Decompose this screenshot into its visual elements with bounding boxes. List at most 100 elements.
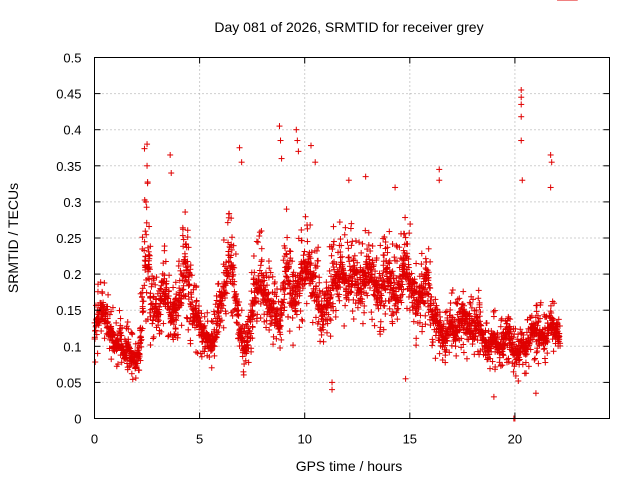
data-point	[173, 291, 180, 298]
data-point	[265, 258, 272, 265]
data-point	[193, 349, 200, 356]
data-point	[152, 281, 159, 288]
data-point	[324, 329, 331, 336]
data-point	[182, 209, 189, 216]
data-point	[110, 329, 117, 336]
data-point	[347, 225, 354, 232]
data-point	[185, 326, 192, 333]
data-point	[342, 224, 349, 231]
data-point	[108, 356, 115, 363]
data-point	[296, 324, 303, 331]
data-point	[150, 277, 157, 284]
data-point	[128, 370, 135, 377]
data-point	[293, 126, 300, 133]
data-point	[342, 302, 349, 309]
y-tick-label: 0.45	[56, 87, 81, 102]
data-point	[460, 349, 467, 356]
data-point	[101, 279, 108, 286]
data-point	[150, 335, 157, 342]
data-point	[447, 300, 454, 307]
data-point	[98, 328, 105, 335]
data-point	[258, 245, 265, 252]
data-point	[104, 306, 111, 313]
data-point	[224, 219, 231, 226]
data-point	[181, 250, 188, 257]
data-point	[386, 305, 393, 312]
data-point	[140, 298, 147, 305]
data-point	[146, 252, 153, 259]
data-point	[277, 344, 284, 351]
data-point	[534, 348, 541, 355]
data-point	[236, 144, 243, 151]
data-point	[238, 159, 245, 166]
data-point	[129, 330, 136, 337]
data-point	[436, 177, 443, 184]
data-point	[449, 286, 456, 293]
data-point	[114, 361, 121, 368]
data-point	[496, 359, 503, 366]
data-point	[175, 258, 182, 265]
data-point	[388, 312, 395, 319]
data-point	[170, 284, 177, 291]
data-point	[94, 350, 101, 357]
data-point	[532, 355, 539, 362]
data-point	[309, 319, 316, 326]
data-point	[377, 331, 384, 338]
data-point	[323, 279, 330, 286]
data-point	[255, 239, 262, 246]
data-point	[155, 317, 162, 324]
data-point	[490, 393, 497, 400]
data-point	[118, 359, 125, 366]
data-point	[92, 359, 99, 366]
data-point	[126, 363, 133, 370]
data-point	[377, 242, 384, 249]
data-point	[329, 379, 336, 386]
data-point	[332, 313, 339, 320]
data-point	[453, 352, 460, 359]
data-point	[278, 336, 285, 343]
data-point	[491, 307, 498, 314]
data-point	[179, 287, 186, 294]
data-point	[402, 214, 409, 221]
data-point	[163, 278, 170, 285]
data-point	[137, 290, 144, 297]
data-point	[149, 317, 156, 324]
data-point	[298, 316, 305, 323]
y-tick-label: 0.1	[63, 339, 81, 354]
data-point	[111, 332, 118, 339]
data-point	[341, 322, 348, 329]
data-point	[548, 159, 555, 166]
data-point	[413, 335, 420, 342]
data-point	[407, 221, 414, 228]
y-tick-label: 0.15	[56, 303, 81, 318]
data-point	[351, 252, 358, 259]
data-point	[429, 342, 436, 349]
data-point	[304, 238, 311, 245]
data-point	[258, 256, 265, 263]
data-point	[402, 375, 409, 382]
data-point	[381, 252, 388, 259]
data-point	[256, 229, 263, 236]
data-point	[229, 234, 236, 241]
data-point	[97, 279, 104, 286]
data-point	[211, 352, 218, 359]
chart-title: Day 081 of 2026, SRMTID for receiver gre…	[214, 19, 483, 35]
data-point	[166, 272, 173, 279]
data-point	[172, 326, 179, 333]
data-point	[276, 123, 283, 130]
data-point	[283, 206, 290, 213]
data-point	[315, 257, 322, 264]
data-point	[429, 339, 436, 346]
data-point	[349, 308, 356, 315]
data-point	[170, 321, 177, 328]
data-point	[160, 320, 167, 327]
data-point	[326, 267, 333, 274]
x-axis-label: GPS time / hours	[296, 458, 403, 474]
data-point	[299, 317, 306, 324]
data-point	[164, 294, 171, 301]
data-point	[165, 287, 172, 294]
y-tick-labels: 0 0.05 0.1 0.15 0.2 0.25 0.3 0.35 0.4 0.45 0.5	[56, 51, 81, 427]
data-point	[141, 247, 148, 254]
data-point	[210, 308, 217, 315]
data-point	[345, 245, 352, 252]
